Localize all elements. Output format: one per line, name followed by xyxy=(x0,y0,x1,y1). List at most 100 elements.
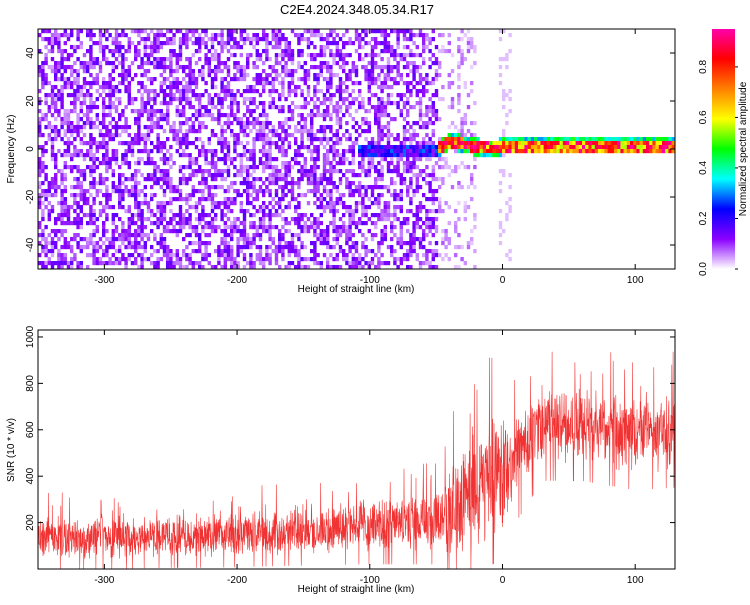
spectrogram-cell xyxy=(639,141,643,146)
spectrogram-cell xyxy=(178,93,183,98)
spectrogram-cell xyxy=(585,145,589,150)
spectrogram-cell xyxy=(258,225,263,230)
spectrogram-cell xyxy=(486,141,490,146)
spectrogram-cell xyxy=(502,129,506,134)
spectrogram-cell xyxy=(188,37,192,42)
spectrogram-cell xyxy=(262,85,266,90)
spectrogram-cell xyxy=(274,165,279,170)
spectrogram-cell xyxy=(66,165,71,170)
spectrogram-cell xyxy=(322,229,327,234)
spectrogram-cell xyxy=(66,265,71,269)
spectrogram-cell xyxy=(255,233,259,238)
spectrogram-cell xyxy=(214,77,218,82)
spectrogram-cell xyxy=(210,177,215,182)
spectrogram-cell xyxy=(572,145,576,150)
spectrogram-cell xyxy=(460,53,464,58)
spectrogram-cell xyxy=(332,73,336,78)
spectrogram-cell xyxy=(82,69,87,74)
spectrogram-cell xyxy=(377,97,381,102)
spectrogram-cell xyxy=(111,77,115,82)
spectrogram-cell xyxy=(332,145,336,150)
spectrogram-cell xyxy=(220,41,224,46)
spectrogram-cell xyxy=(153,213,157,218)
spectrogram-cell xyxy=(290,29,295,34)
spectrogram-cell xyxy=(406,45,410,50)
spectrogram-cell xyxy=(252,109,256,114)
spectrogram-cell xyxy=(178,81,183,86)
spectrogram-cell xyxy=(489,149,493,154)
spectrogram-cell xyxy=(169,81,173,86)
spectrogram-cell xyxy=(73,197,77,202)
spectrogram-cell xyxy=(428,41,432,46)
spectrogram-cell xyxy=(159,141,163,146)
spectrogram-cell xyxy=(220,177,224,182)
spectrogram-cell xyxy=(249,185,253,190)
spectrogram-cell xyxy=(268,237,272,242)
spectrogram-cell xyxy=(431,169,435,174)
spectrogram-cell xyxy=(146,53,151,58)
spectrogram-cell xyxy=(191,205,195,210)
spectrogram-cell xyxy=(108,237,112,242)
spectrogram-cell xyxy=(230,97,234,102)
spectrogram-cell xyxy=(188,177,192,182)
spectrogram-cell xyxy=(57,33,61,38)
spectrogram-cell xyxy=(422,153,426,158)
spectrogram-cell xyxy=(252,197,256,202)
spectrogram-cell xyxy=(178,129,183,134)
spectrogram-cell xyxy=(306,149,311,154)
spectrogram-cell xyxy=(50,41,55,46)
spectrogram-cell xyxy=(335,169,339,174)
spectrogram-cell xyxy=(415,141,419,146)
spectrogram-cell xyxy=(226,157,231,162)
spectrogram-cell xyxy=(351,257,355,262)
spectrogram-cell xyxy=(274,89,279,94)
spectrogram-cell xyxy=(473,133,477,138)
spectrogram-cell xyxy=(444,141,448,146)
spectrogram-cell xyxy=(380,169,384,174)
spectrogram-cell xyxy=(236,105,240,110)
spectrogram-cell xyxy=(172,137,176,142)
spectrogram-cell xyxy=(527,137,531,142)
spectrogram-cell xyxy=(207,161,211,166)
spectrogram-cell xyxy=(172,37,176,42)
spectrogram-cell xyxy=(130,189,135,194)
spectrogram-cell xyxy=(63,165,67,170)
spectrogram-cell xyxy=(521,141,525,146)
spectrogram-cell xyxy=(342,57,346,62)
spectrogram-cell xyxy=(332,225,336,230)
spectrogram-cell xyxy=(127,97,131,102)
spectrogram-cell xyxy=(194,229,199,234)
spectrogram-cell xyxy=(82,121,87,126)
spectrogram-cell xyxy=(399,173,403,178)
spectrogram-cell xyxy=(265,225,269,230)
spectrogram-cell xyxy=(262,125,266,130)
spectrogram-cell xyxy=(482,153,487,158)
spectrogram-cell xyxy=(415,221,419,226)
spectrogram-cell xyxy=(367,89,371,94)
spectrogram-cell xyxy=(66,109,71,114)
spectrogram-cell xyxy=(79,141,83,146)
spectrogram-cell xyxy=(102,249,106,254)
spectrogram-cell xyxy=(322,61,327,66)
spectrogram-cell xyxy=(313,221,317,226)
spectrogram-cell xyxy=(415,209,419,214)
spectrogram-cell xyxy=(156,49,160,54)
spectrogram-cell xyxy=(57,41,61,46)
spectrogram-cell xyxy=(444,157,448,162)
spectrogram-cell xyxy=(418,33,423,38)
spectrogram-cell xyxy=(265,149,269,154)
spectrogram-cell xyxy=(630,141,634,146)
spectrogram-cell xyxy=(127,237,131,242)
spectrogram-cell xyxy=(38,173,42,178)
spectrogram-cell xyxy=(54,117,58,122)
spectrogram-cell xyxy=(412,137,416,142)
spectrogram-cell xyxy=(332,229,336,234)
spectrogram-cell xyxy=(255,133,259,138)
spectrogram-cell xyxy=(252,33,256,38)
spectrogram-x-tick-label: -100 xyxy=(360,275,380,286)
spectrogram-cell xyxy=(188,57,192,62)
spectrogram-cell xyxy=(498,209,503,214)
spectrogram-cell xyxy=(300,265,304,269)
spectrogram-cell xyxy=(319,53,323,58)
spectrogram-cell xyxy=(412,105,416,110)
